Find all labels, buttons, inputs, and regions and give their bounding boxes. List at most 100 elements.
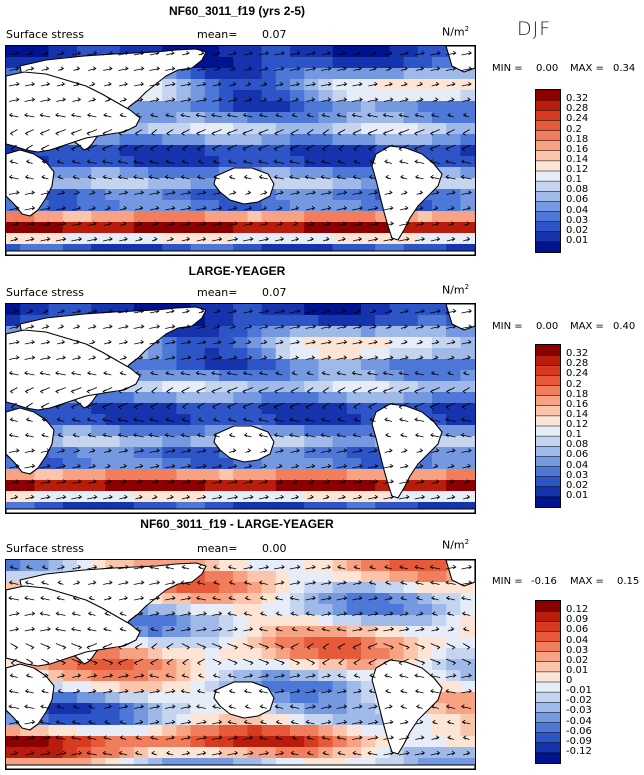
wind-arrow bbox=[87, 675, 97, 678]
field-cell bbox=[219, 337, 234, 349]
wind-arrow bbox=[119, 496, 128, 500]
wind-arrow bbox=[243, 628, 253, 632]
wind-arrow-head bbox=[8, 370, 13, 376]
wind-arrow bbox=[461, 582, 472, 585]
wind-arrow-head bbox=[338, 146, 342, 152]
field-cell bbox=[190, 725, 206, 737]
wind-arrow bbox=[320, 192, 332, 195]
field-cell bbox=[77, 469, 92, 481]
wind-arrow-head bbox=[419, 205, 424, 211]
field-cell bbox=[346, 626, 362, 638]
field-cell bbox=[361, 725, 376, 737]
field-cell bbox=[204, 101, 220, 113]
wind-arrow-head bbox=[405, 50, 409, 56]
field-cell bbox=[460, 615, 475, 627]
wind-arrow-head bbox=[367, 750, 371, 756]
season-label: DJF bbox=[517, 18, 552, 40]
wind-arrow-head bbox=[242, 112, 247, 118]
field-cell bbox=[190, 178, 206, 190]
wind-arrow-head bbox=[295, 205, 300, 211]
wind-arrow bbox=[461, 706, 472, 709]
wind-arrow bbox=[24, 114, 35, 118]
wind-arrow-head bbox=[117, 404, 122, 410]
field-cell bbox=[77, 156, 92, 168]
field-cell bbox=[148, 359, 163, 371]
wind-arrow-head bbox=[295, 355, 300, 360]
field-cell bbox=[261, 304, 277, 316]
wind-arrow-head bbox=[155, 205, 160, 211]
wind-arrow-head bbox=[452, 339, 456, 345]
field-cell bbox=[460, 392, 475, 404]
wind-arrow bbox=[274, 752, 284, 756]
wind-arrow-head bbox=[187, 190, 192, 195]
field-cell bbox=[176, 692, 192, 704]
field-cell bbox=[361, 189, 376, 201]
field-cell bbox=[275, 637, 291, 649]
field-cell bbox=[204, 502, 220, 513]
wind-arrow-head bbox=[29, 660, 34, 666]
field-cell bbox=[6, 469, 21, 481]
field-cell bbox=[162, 101, 177, 113]
wind-arrow-head bbox=[62, 660, 66, 666]
field-cell bbox=[375, 381, 390, 393]
wind-arrow-head bbox=[259, 611, 264, 616]
field-cell bbox=[375, 233, 390, 245]
field-cell bbox=[275, 326, 291, 338]
field-cell bbox=[389, 582, 405, 594]
wind-arrow-head bbox=[336, 370, 341, 376]
wind-arrow-head bbox=[306, 112, 311, 118]
wind-arrow bbox=[243, 161, 253, 164]
field-cell bbox=[247, 337, 263, 349]
field-cell bbox=[361, 326, 376, 338]
colorbar-swatch bbox=[536, 191, 560, 202]
field-cell bbox=[48, 156, 64, 168]
wind-arrow-head bbox=[430, 704, 435, 709]
wind-arrow-head bbox=[265, 645, 270, 650]
wind-arrow bbox=[118, 434, 129, 438]
field-cell bbox=[346, 714, 362, 726]
field-cell bbox=[403, 46, 419, 58]
wind-arrow bbox=[72, 566, 81, 570]
wind-arrow bbox=[445, 52, 456, 56]
wind-arrow bbox=[87, 737, 97, 740]
field-cell bbox=[190, 370, 206, 382]
field-cell bbox=[332, 326, 348, 338]
field-cell bbox=[460, 381, 475, 393]
wind-arrow-head bbox=[213, 174, 217, 180]
wind-arrow-head bbox=[140, 704, 145, 709]
wind-arrow bbox=[197, 690, 205, 694]
wind-arrow bbox=[228, 161, 237, 164]
field-cell bbox=[176, 593, 192, 605]
wind-arrow-head bbox=[374, 719, 379, 725]
wind-arrow-head bbox=[171, 66, 176, 71]
wind-arrow-head bbox=[8, 112, 13, 118]
field-cell bbox=[148, 101, 163, 113]
wind-arrow-head bbox=[102, 389, 106, 394]
wind-arrow bbox=[118, 161, 129, 164]
field-cell bbox=[261, 560, 277, 572]
wind-arrow bbox=[40, 450, 50, 453]
wind-arrow-head bbox=[165, 564, 169, 570]
field-cell bbox=[375, 604, 390, 616]
wind-arrow-head bbox=[151, 131, 155, 136]
wind-arrow-head bbox=[321, 735, 325, 740]
wind-arrow-head bbox=[421, 494, 426, 500]
wind-arrow bbox=[87, 496, 97, 500]
field-cell bbox=[219, 736, 234, 748]
wind-arrow-head bbox=[55, 146, 60, 152]
wind-arrow-head bbox=[358, 66, 362, 71]
wind-arrow bbox=[165, 114, 175, 118]
wind-arrow bbox=[196, 628, 207, 632]
panel-3-colorbar bbox=[535, 600, 561, 764]
wind-arrow-head bbox=[233, 97, 238, 102]
field-cell bbox=[375, 747, 390, 759]
wind-arrow bbox=[180, 613, 191, 616]
field-cell bbox=[48, 403, 64, 415]
wind-arrow-head bbox=[343, 190, 348, 195]
colorbar-tick-label: -0.02 bbox=[566, 695, 592, 707]
field-cell bbox=[261, 46, 277, 58]
field-cell bbox=[62, 167, 78, 179]
field-cell bbox=[389, 604, 405, 616]
wind-arrow-head bbox=[55, 370, 59, 376]
wind-arrow-head bbox=[212, 595, 216, 601]
